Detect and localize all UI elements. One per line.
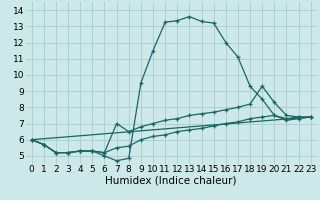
X-axis label: Humidex (Indice chaleur): Humidex (Indice chaleur) [106, 176, 237, 186]
